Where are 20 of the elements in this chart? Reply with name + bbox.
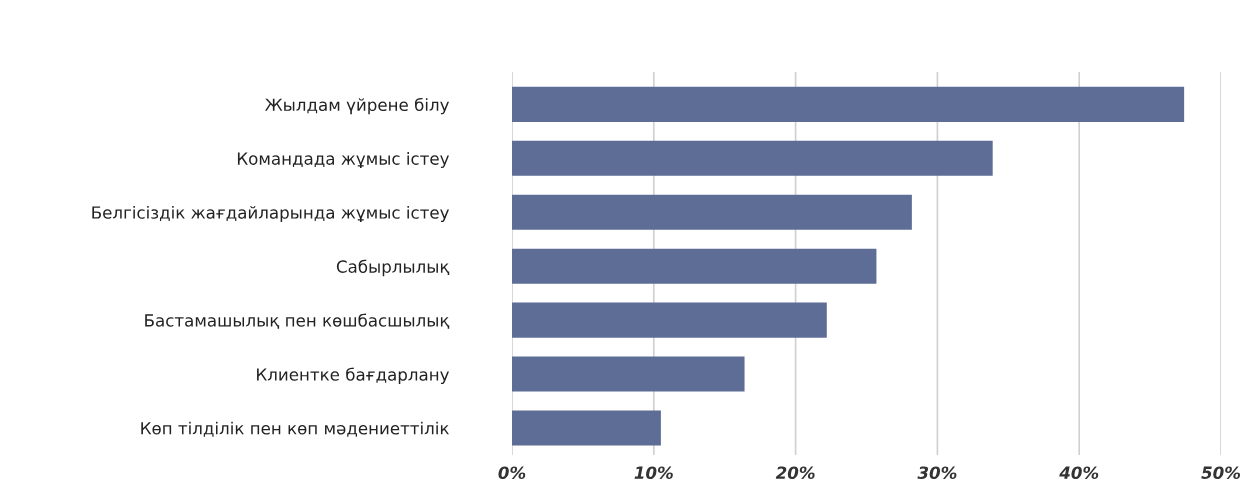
y-tick-label: Командада жұмыс істеу bbox=[237, 151, 449, 169]
x-tick-label: 0% bbox=[498, 466, 526, 480]
y-tick-label: Бастамашылық пен көшбасшылық bbox=[145, 313, 450, 329]
bar bbox=[512, 86, 1185, 122]
x-tick-label: 40% bbox=[1059, 466, 1099, 480]
y-tick-label: Сабырлылық bbox=[336, 259, 450, 277]
bar bbox=[512, 410, 661, 446]
y-tick-label: Жылдам үйрене білу bbox=[265, 97, 449, 115]
bar bbox=[512, 194, 912, 230]
x-tick-label: 30% bbox=[917, 466, 957, 480]
x-tick-label: 20% bbox=[775, 466, 815, 480]
bar bbox=[512, 302, 827, 338]
y-tick-label: Белгісіздік жағдайларында жұмыс істеу bbox=[92, 205, 449, 223]
x-tick-label: 10% bbox=[634, 466, 673, 480]
y-tick-label: Көп тілділік пен көп мәдениеттілік bbox=[141, 421, 449, 437]
bar bbox=[512, 140, 993, 176]
bar bbox=[512, 248, 877, 284]
bar bbox=[512, 356, 745, 392]
y-tick-label: Клиентке бағдарлану bbox=[257, 367, 449, 385]
x-tick-label: 50% bbox=[1201, 466, 1241, 480]
